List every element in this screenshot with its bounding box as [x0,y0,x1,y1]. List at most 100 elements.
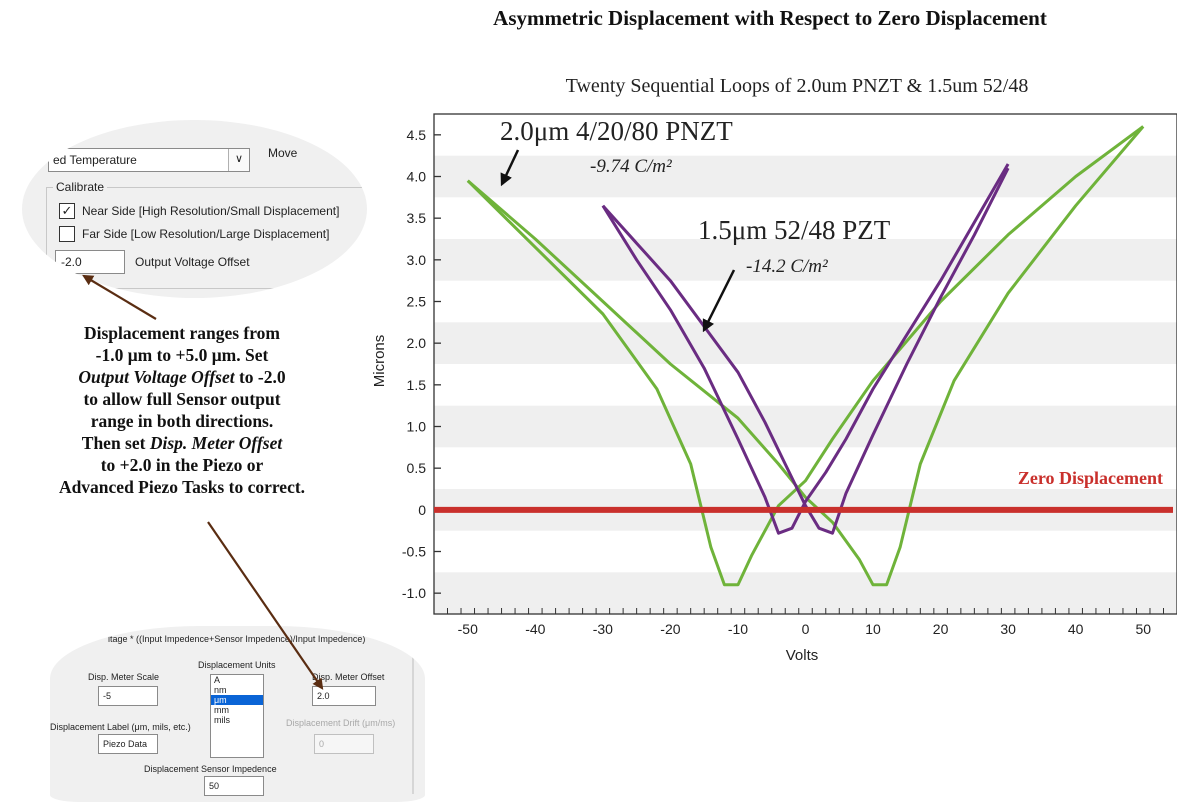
annotation-arrow-pzt [702,269,736,333]
x-axis: -50 -40 -30 -20 -10 0 10 20 30 40 50 [433,608,1177,637]
far-side-checkbox[interactable] [59,226,75,242]
near-side-label: Near Side [High Resolution/Small Displac… [82,204,340,218]
displacement-label-input[interactable]: Piezo Data [98,734,158,754]
note-line: to +2.0 in the Piezo or [100,455,264,475]
sensor-impedence-value: 50 [209,781,220,791]
units-option[interactable]: mils [214,715,230,725]
displacement-chart: -1.0 -0.5 0 0.5 1.0 1.5 2.0 2.5 3.0 3.5 4.0 4.5 -50… [371,75,1177,664]
sensor-impedence-input[interactable]: 50 [204,776,264,796]
output-voltage-offset-input[interactable]: -2.0 [55,250,125,274]
near-side-checkbox[interactable]: ✓ [59,203,75,219]
grid-band [434,322,1177,364]
note-line: Then set Disp. Meter Offset [8,432,356,454]
y-tick-label: 4.0 [407,169,427,185]
displacement-drift-input[interactable]: 0 [314,734,374,754]
plot-border [433,113,1177,615]
zero-displacement-label: Zero Displacement [1018,468,1163,488]
x-axis-label: Volts [786,647,819,664]
annotation-pzt-title: 1.5μm 52/48 PZT [698,215,891,245]
sensor-impedence-label: Displacement Sensor Impedence [144,764,277,774]
x-tick-label: -30 [593,621,613,637]
display-settings-inset: ltage * ((Input Impedence+Sensor Impeden… [50,626,425,802]
x-tick-label: -10 [728,621,748,637]
x-tick-label: 0 [802,621,810,637]
displacement-drift-value: 0 [319,739,325,749]
annotation-pzt-subtitle: -14.2 C/m² [746,256,828,277]
units-option[interactable]: A [214,675,221,685]
y-tick-label: 2.5 [407,294,427,310]
note-line: Displacement ranges from [83,323,281,343]
disp-meter-offset-input[interactable]: 2.0 [312,686,376,706]
y-axis: -1.0 -0.5 0 0.5 1.0 1.5 2.0 2.5 3.0 3.5 4.0 4.5 [402,127,441,601]
y-tick-label: 2.0 [407,335,427,351]
note-line: -1.0 μm to +5.0 μm. Set [95,345,269,365]
note-text: Then set [81,433,150,453]
x-tick-label: 50 [1135,621,1151,637]
far-side-label: Far Side [Low Resolution/Large Displacem… [82,227,330,241]
y-tick-label: 1.0 [407,419,427,435]
panel-edge [412,644,414,794]
grid-band [434,155,1177,198]
x-tick-label: -40 [525,621,545,637]
disp-meter-scale-value: -5 [103,691,112,701]
x-tick-label: 30 [1000,621,1016,637]
units-option[interactable]: nm [214,685,227,695]
note-emphasis: Disp. Meter Offset [149,433,283,453]
disp-meter-offset-value: 2.0 [317,691,330,701]
disp-meter-offset-label: Disp. Meter Offset [312,672,385,682]
chart-subtitle: Twenty Sequential Loops of 2.0um PNZT & … [566,75,1029,97]
plot-frame [433,113,1177,615]
displacement-drift-label: Displacement Drift (μm/ms) [286,718,396,728]
annotation-pnzt-subtitle: -9.74 C/m² [590,156,672,177]
page-title: Asymmetric Displacement with Respect to … [493,6,1047,30]
output-voltage-offset-label: Output Voltage Offset [135,255,250,269]
x-tick-label: 10 [865,621,881,637]
note-emphasis: Output Voltage Offset [78,367,235,387]
x-tick-label: 20 [933,621,949,637]
x-tick-label: -20 [660,621,680,637]
calibrate-group-title: Calibrate [53,180,108,194]
note-line: range in both directions. [90,411,274,431]
note-line: Advanced Piezo Tasks to correct. [58,477,306,497]
disp-meter-scale-input[interactable]: -5 [98,686,158,706]
y-tick-label: 3.5 [407,210,427,226]
y-tick-label: 0.5 [407,460,427,476]
displacement-units-label: Displacement Units [198,660,276,670]
annotation-pnzt-title: 2.0μm 4/20/80 PNZT [500,116,733,146]
calibrate-groupbox: Calibrate ✓ Near Side [High Resolution/S… [46,180,367,289]
displacement-units-list[interactable]: A nm μm mm mils [210,674,264,758]
note-line: to allow full Sensor output [83,389,281,409]
note-text: to -2.0 [234,367,286,387]
x-tick-label: -50 [458,621,478,637]
y-tick-label: -1.0 [402,585,426,601]
checkmark-icon: ✓ [61,203,73,218]
explanation-note: Displacement ranges from -1.0 μm to +5.0… [8,322,356,498]
annotation-arrow-pnzt [500,149,520,187]
grid-band [434,572,1177,614]
formula-text: ltage * ((Input Impedence+Sensor Impeden… [108,634,366,644]
y-tick-label: -0.5 [402,544,426,560]
output-voltage-offset-value: -2.0 [61,255,82,269]
move-label: Move [268,146,298,160]
series-loop-line [466,125,1145,587]
displacement-label-value: Piezo Data [103,739,148,749]
y-axis-label: Microns [371,335,388,388]
temperature-combo[interactable]: ed Temperature ∨ [48,148,250,172]
series-loop-line [601,163,1010,535]
displacement-label-label: Displacement Label (μm, mils, etc.) [50,722,191,732]
grid-band [434,405,1177,448]
calibrate-panel-inset: ed Temperature ∨ Move Calibrate ✓ Near S… [22,120,367,298]
temperature-combo-value: ed Temperature [53,153,137,167]
series-loop-line [601,167,1010,535]
series-loop-line [466,125,1145,587]
y-tick-label: 4.5 [407,127,427,143]
disp-meter-scale-label: Disp. Meter Scale [88,672,160,682]
series-lines [466,125,1145,587]
note-line: Output Voltage Offset to -2.0 [8,366,356,388]
x-tick-label: 40 [1068,621,1084,637]
units-option[interactable]: mm [214,705,229,715]
chevron-down-icon[interactable]: ∨ [228,149,249,171]
y-tick-label: 0 [418,502,426,518]
y-tick-label: 1.5 [407,377,427,393]
units-option-selected[interactable]: μm [211,695,263,705]
